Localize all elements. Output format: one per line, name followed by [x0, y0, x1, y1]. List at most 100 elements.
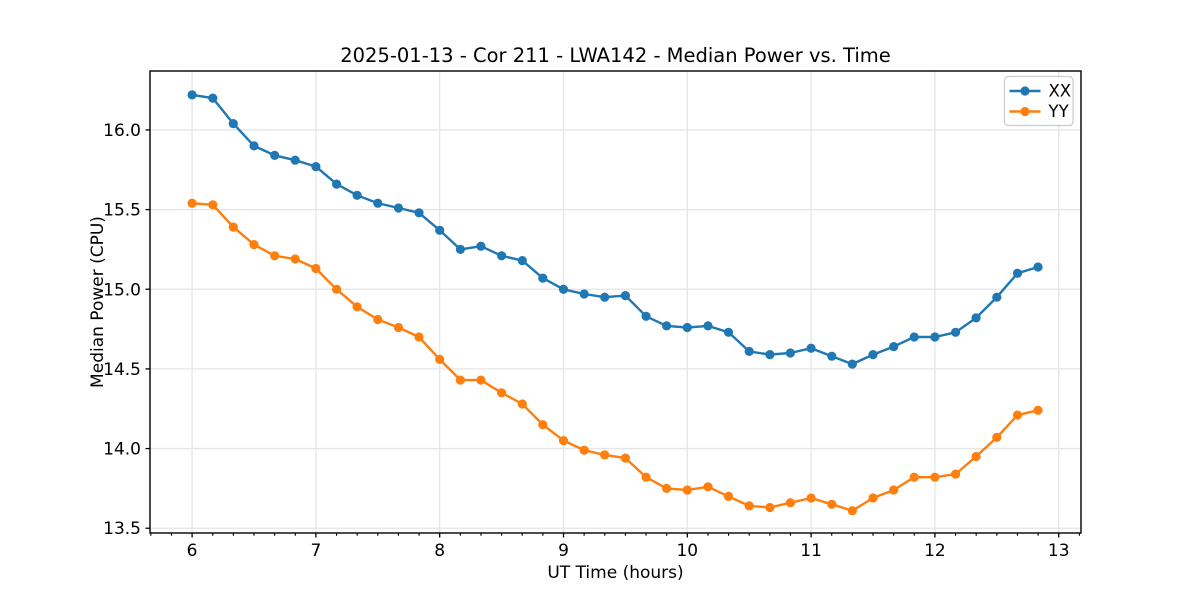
x-tick-label: 13: [1048, 541, 1070, 561]
data-point-xx: [558, 284, 569, 294]
data-point-yy: [393, 322, 404, 333]
data-point-xx: [517, 256, 527, 266]
y-tick-label: 14.0: [103, 440, 141, 460]
data-point-yy: [414, 332, 424, 342]
data-point-yy: [311, 263, 321, 274]
data-point-yy: [332, 284, 342, 294]
x-axis-label: UT Time (hours): [547, 563, 683, 583]
data-point-xx: [806, 343, 816, 353]
data-point-xx: [723, 327, 734, 337]
data-point-yy: [558, 436, 569, 446]
data-point-xx: [497, 251, 507, 261]
data-point-yy: [538, 420, 548, 430]
data-point-yy: [703, 482, 713, 492]
data-point-yy: [352, 302, 362, 312]
data-point-yy: [785, 498, 796, 508]
data-point-xx: [744, 346, 754, 356]
data-point-xx: [187, 90, 197, 100]
data-point-xx: [1012, 268, 1023, 278]
data-point-xx: [620, 291, 631, 301]
legend-marker-yy: [1020, 106, 1030, 117]
data-point-xx: [270, 150, 280, 160]
y-tick-label: 16.0: [103, 121, 141, 141]
data-point-yy: [662, 483, 672, 493]
series-line-yy: [190, 201, 1040, 512]
x-tick-label: 9: [558, 541, 569, 561]
data-point-yy: [827, 499, 837, 509]
data-point-xx: [662, 321, 672, 331]
data-point-yy: [228, 222, 238, 232]
data-point-xx: [373, 198, 383, 208]
legend: XX YY: [1003, 75, 1074, 127]
data-point-xx: [827, 351, 837, 361]
data-point-xx: [352, 190, 362, 200]
data-point-xx: [600, 292, 610, 302]
data-point-yy: [435, 354, 445, 364]
data-point-yy: [868, 493, 878, 503]
data-point-xx: [930, 332, 940, 342]
plot-border: [149, 70, 1082, 534]
data-point-yy: [290, 254, 300, 264]
legend-label-yy: YY: [1048, 102, 1070, 121]
data-point-yy: [909, 472, 919, 482]
data-point-yy: [517, 399, 527, 409]
data-point-xx: [992, 292, 1002, 302]
data-point-yy: [889, 485, 899, 495]
data-point-xx: [641, 311, 651, 321]
data-point-xx: [868, 350, 878, 360]
data-point-yy: [1033, 405, 1043, 415]
data-series: [187, 90, 1043, 516]
data-point-xx: [785, 348, 796, 358]
data-point-xx: [1033, 262, 1043, 272]
data-point-xx: [311, 162, 321, 172]
data-point-yy: [476, 375, 486, 385]
x-tick-label: 12: [924, 541, 946, 561]
data-point-yy: [951, 469, 961, 479]
data-point-xx: [579, 289, 589, 299]
data-point-xx: [909, 332, 919, 342]
data-point-xx: [290, 155, 300, 165]
data-point-xx: [703, 321, 713, 331]
data-point-yy: [373, 314, 383, 325]
data-point-xx: [249, 141, 259, 151]
data-point-xx: [971, 313, 981, 323]
data-point-yy: [579, 445, 589, 455]
chart-title: 2025-01-13 - Cor 211 - LWA142 - Median P…: [340, 44, 891, 67]
data-point-yy: [847, 506, 857, 516]
data-point-yy: [765, 502, 775, 513]
data-point-xx: [228, 119, 238, 129]
data-point-yy: [971, 451, 981, 462]
data-point-xx: [332, 179, 342, 189]
x-tick-label: 11: [800, 541, 822, 561]
data-point-xx: [847, 359, 857, 369]
data-point-xx: [951, 327, 961, 337]
y-tick-label: 14.5: [103, 360, 141, 380]
data-point-xx: [889, 342, 899, 352]
data-point-yy: [1012, 410, 1023, 420]
axis-tick-labels: 6 7 8 9 10 11 12 13 13.5 14.0 14.5 15.0 15.5 16.0: [103, 121, 1069, 561]
data-point-xx: [765, 350, 775, 360]
data-point-yy: [806, 493, 816, 503]
y-tick-label: 15.0: [103, 280, 141, 300]
data-point-yy: [455, 375, 465, 385]
legend-marker-xx: [1020, 86, 1030, 96]
data-point-yy: [249, 240, 259, 250]
data-point-yy: [744, 501, 754, 511]
x-tick-label: 8: [434, 541, 445, 561]
data-point-xx: [435, 225, 445, 235]
data-point-xx: [393, 203, 404, 213]
x-tick-label: 10: [676, 541, 698, 561]
data-point-xx: [476, 241, 486, 251]
data-point-xx: [682, 322, 692, 333]
data-point-yy: [723, 491, 734, 501]
data-point-yy: [497, 388, 507, 398]
data-point-yy: [600, 450, 610, 460]
x-tick-label: 7: [310, 541, 321, 561]
data-point-yy: [187, 198, 197, 208]
data-point-yy: [641, 472, 651, 482]
y-axis-label: Median Power (CPU): [88, 216, 108, 388]
data-point-yy: [270, 251, 280, 261]
data-point-yy: [620, 453, 631, 463]
